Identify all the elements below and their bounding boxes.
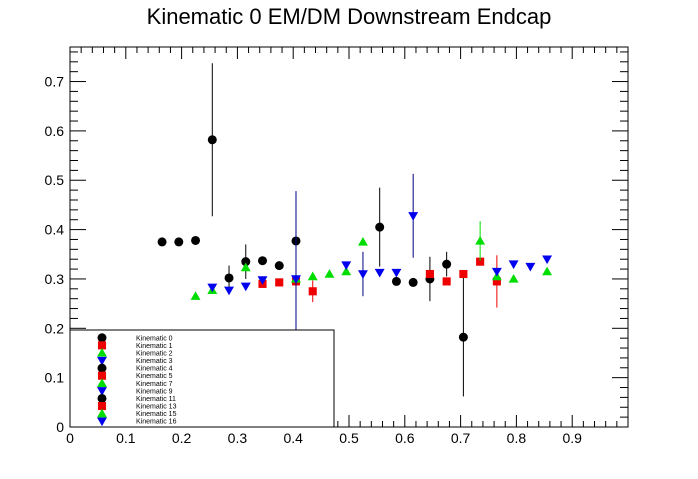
x-tick-label: 0.2 <box>172 430 192 446</box>
legend-label: Kinematic 2 <box>136 350 173 357</box>
data-point <box>374 268 385 278</box>
series-kinematic-0 <box>157 63 468 397</box>
series-layer <box>157 63 553 397</box>
data-point <box>475 235 486 245</box>
legend-marker <box>97 417 107 427</box>
legend-marker <box>97 401 107 411</box>
legend-marker <box>97 408 107 418</box>
legend-label: Kinematic 1 <box>136 343 173 350</box>
legend-label: Kinematic 13 <box>136 404 177 411</box>
data-point <box>274 261 284 271</box>
data-point <box>157 237 167 247</box>
x-tick-label: 0.8 <box>507 430 527 446</box>
data-point <box>408 277 418 287</box>
data-point <box>240 282 251 292</box>
data-point <box>275 278 284 287</box>
series-kinematic-3 <box>207 173 553 367</box>
legend-label: Kinematic 11 <box>136 396 176 403</box>
data-point <box>341 266 352 276</box>
data-point <box>291 275 301 284</box>
legend-label: Kinematic 4 <box>136 366 173 373</box>
legend-marker <box>97 356 107 366</box>
data-point <box>459 269 468 279</box>
data-point <box>308 287 317 296</box>
data-point <box>324 269 335 278</box>
data-point <box>240 262 251 272</box>
x-axis: 0 0.1 0.2 0.3 0.4 0.5 0.6 0.7 0.8 0.9 <box>66 47 618 446</box>
data-point <box>258 256 268 266</box>
legend-box <box>69 329 335 428</box>
data-point <box>207 135 217 145</box>
legend-label: Kinematic 5 <box>136 373 173 380</box>
data-point <box>174 237 184 247</box>
y-tick-label: 0.6 <box>45 123 65 139</box>
legend-marker <box>97 378 107 388</box>
data-point <box>442 277 451 286</box>
data-point <box>508 273 519 283</box>
x-tick-label: 0.1 <box>116 430 136 446</box>
legend-label: Kinematic 7 <box>136 381 173 388</box>
data-point <box>542 255 553 265</box>
data-point <box>391 268 402 278</box>
data-point <box>458 332 468 342</box>
data-point <box>191 235 201 245</box>
x-tick-label: 0.4 <box>283 430 303 446</box>
legend-marker <box>97 341 107 350</box>
y-tick-label: 0 <box>56 419 64 435</box>
legend-marker <box>97 363 107 373</box>
legend-marker <box>97 387 107 396</box>
x-tick-label: 0.3 <box>228 430 248 446</box>
chart-title: Kinematic 0 EM/DM Downstream Endcap <box>147 4 552 29</box>
data-point <box>257 276 268 285</box>
data-point <box>190 291 201 300</box>
data-point <box>491 267 502 277</box>
data-point <box>525 262 536 272</box>
y-tick-label: 0.1 <box>45 370 65 386</box>
legend-label: Kinematic 0 <box>136 335 173 342</box>
y-tick-label: 0.4 <box>45 222 65 238</box>
data-point <box>241 257 251 267</box>
data-point <box>408 212 419 221</box>
x-tick-label: 0.6 <box>395 430 415 446</box>
data-point <box>358 236 368 246</box>
data-point <box>442 259 452 269</box>
y-tick-label: 0.2 <box>45 320 65 336</box>
legend-marker <box>97 371 107 380</box>
y-tick-label: 0.7 <box>45 74 65 90</box>
x-tick-label: 0 <box>66 430 74 446</box>
data-point <box>391 276 401 286</box>
data-point <box>307 271 318 281</box>
data-point <box>508 260 519 270</box>
y-tick-label: 0.3 <box>45 271 65 287</box>
data-point <box>358 270 368 279</box>
data-point <box>476 257 485 266</box>
data-point <box>224 273 234 283</box>
x-tick-label: 0.9 <box>562 430 582 446</box>
x-tick-label: 0.5 <box>339 430 359 446</box>
data-point <box>542 266 553 276</box>
legend-marker <box>97 393 107 403</box>
data-point <box>492 277 501 286</box>
data-point <box>341 261 352 271</box>
legend-marker <box>97 348 107 357</box>
y-tick-label: 0.5 <box>45 172 65 188</box>
legend-label: Kinematic 9 <box>136 388 173 395</box>
data-point <box>425 269 434 279</box>
legend-label: Kinematic 3 <box>136 358 173 365</box>
legend-marker <box>97 333 107 343</box>
data-point <box>224 286 234 296</box>
x-tick-label: 0.7 <box>451 430 471 446</box>
data-point <box>375 222 385 232</box>
data-point <box>207 283 218 293</box>
legend-label: Kinematic 16 <box>136 419 177 426</box>
legend-label: Kinematic 15 <box>136 411 177 418</box>
